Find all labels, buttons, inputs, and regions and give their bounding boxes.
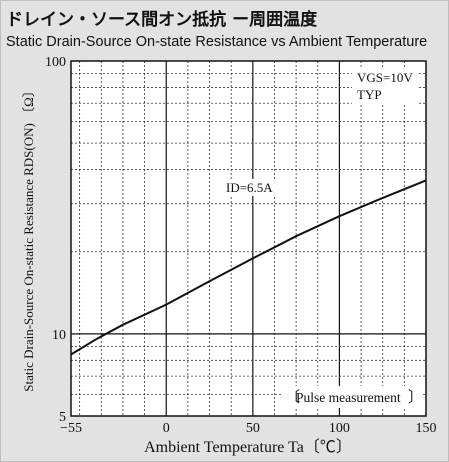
plot-area	[71, 61, 426, 416]
grid	[71, 61, 426, 416]
x-tick-label: 0	[163, 421, 170, 436]
x-tick-label: 150	[416, 421, 437, 436]
x-tick-label: 100	[329, 421, 350, 436]
pulse-box	[283, 386, 421, 408]
pulse-bracket-right: 〕	[408, 389, 423, 406]
x-tick-label: 50	[246, 421, 260, 436]
y-tick-label: 10	[52, 328, 66, 343]
data-series-line	[70, 179, 427, 356]
conditions-box	[352, 68, 418, 104]
y-axis-label: Static Drain-Source On-static Resistance…	[21, 84, 36, 392]
condition-vgs: VGS=10V	[357, 70, 413, 85]
tick-labels: −55 0 50 100 150 5 10 100	[45, 55, 437, 436]
condition-typ: TYP	[357, 87, 382, 102]
chart-title-japanese: ドレイン・ソース間オン抵抗 ー周囲温度	[6, 10, 318, 30]
drain-current-label: ID=6.5A	[226, 180, 273, 195]
y-tick-label: 100	[45, 55, 66, 70]
y-tick-label: 5	[59, 410, 66, 425]
x-tick-label: −55	[60, 421, 82, 436]
x-axis-label: Ambient Temperature Ta〔℃〕	[144, 438, 352, 456]
id-label-box	[222, 179, 280, 196]
plot-border	[70, 60, 427, 417]
chart-title-english: Static Drain-Source On-state Resistance …	[6, 34, 428, 50]
pulse-bracket-left: 〔	[285, 389, 300, 406]
pulse-measurement-label: Pulse measurement	[296, 390, 401, 405]
